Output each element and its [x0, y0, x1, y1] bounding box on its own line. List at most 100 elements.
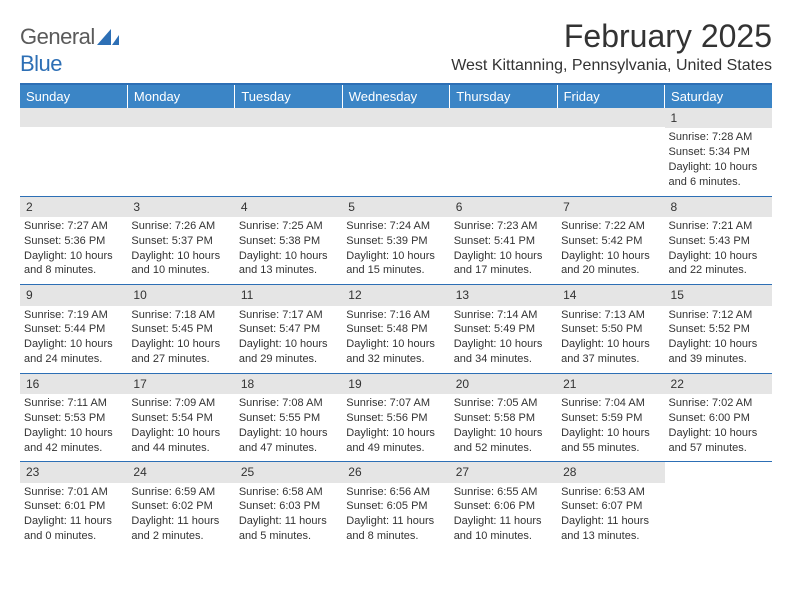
day-number: 3: [127, 197, 234, 217]
day-cell: 14Sunrise: 7:13 AMSunset: 5:50 PMDayligh…: [557, 285, 664, 374]
sunset-text: Sunset: 5:45 PM: [131, 322, 230, 337]
daylight-text: Daylight: 11 hours and 8 minutes.: [346, 514, 445, 544]
sunrise-text: Sunrise: 7:27 AM: [24, 219, 123, 234]
sunrise-text: Sunrise: 6:56 AM: [346, 485, 445, 500]
day-cell: [665, 462, 772, 550]
week-row: 2Sunrise: 7:27 AMSunset: 5:36 PMDaylight…: [20, 196, 772, 285]
sunrise-text: Sunrise: 7:02 AM: [669, 396, 768, 411]
daylight-text: Daylight: 10 hours and 42 minutes.: [24, 426, 123, 456]
sunset-text: Sunset: 6:07 PM: [561, 499, 660, 514]
sunrise-text: Sunrise: 7:28 AM: [669, 130, 768, 145]
sunrise-text: Sunrise: 6:59 AM: [131, 485, 230, 500]
sunrise-text: Sunrise: 6:55 AM: [454, 485, 553, 500]
day-cell: 2 Sunrise: 7:27 AMSunset: 5:36 PMDaylight…: [20, 196, 127, 285]
day-cell: 23Sunrise: 7:01 AMSunset: 6:01 PMDayligh…: [20, 462, 127, 550]
sunrise-text: Sunrise: 7:04 AM: [561, 396, 660, 411]
sunrise-text: Sunrise: 7:16 AM: [346, 308, 445, 323]
day-number: 15: [665, 285, 772, 305]
sunrise-text: Sunrise: 7:11 AM: [24, 396, 123, 411]
day-number: 2: [20, 197, 127, 217]
daylight-text: Daylight: 10 hours and 8 minutes.: [24, 249, 123, 279]
day-number-bar-empty: [557, 108, 664, 127]
logo-sail-icon: [97, 25, 119, 51]
day-cell: 7Sunrise: 7:22 AMSunset: 5:42 PMDaylight…: [557, 196, 664, 285]
day-number: 6: [450, 197, 557, 217]
col-saturday: Saturday: [665, 85, 772, 108]
sunrise-text: Sunrise: 7:07 AM: [346, 396, 445, 411]
sunrise-text: Sunrise: 6:53 AM: [561, 485, 660, 500]
daylight-text: Daylight: 10 hours and 34 minutes.: [454, 337, 553, 367]
sunrise-text: Sunrise: 7:18 AM: [131, 308, 230, 323]
daylight-text: Daylight: 10 hours and 32 minutes.: [346, 337, 445, 367]
day-number: 24: [127, 462, 234, 482]
sunset-text: Sunset: 5:42 PM: [561, 234, 660, 249]
day-number: 5: [342, 197, 449, 217]
daylight-text: Daylight: 10 hours and 52 minutes.: [454, 426, 553, 456]
day-number: 7: [557, 197, 664, 217]
sunset-text: Sunset: 5:38 PM: [239, 234, 338, 249]
daylight-text: Daylight: 10 hours and 49 minutes.: [346, 426, 445, 456]
daylight-text: Daylight: 10 hours and 57 minutes.: [669, 426, 768, 456]
day-cell: 5Sunrise: 7:24 AMSunset: 5:39 PMDaylight…: [342, 196, 449, 285]
day-number: 18: [235, 374, 342, 394]
daylight-text: Daylight: 10 hours and 39 minutes.: [669, 337, 768, 367]
daylight-text: Daylight: 11 hours and 0 minutes.: [24, 514, 123, 544]
col-wednesday: Wednesday: [342, 85, 449, 108]
day-cell: 27Sunrise: 6:55 AMSunset: 6:06 PMDayligh…: [450, 462, 557, 550]
sunrise-text: Sunrise: 7:05 AM: [454, 396, 553, 411]
day-cell: 22Sunrise: 7:02 AMSunset: 6:00 PMDayligh…: [665, 373, 772, 462]
day-number: 8: [665, 197, 772, 217]
daylight-text: Daylight: 10 hours and 17 minutes.: [454, 249, 553, 279]
day-cell: 24Sunrise: 6:59 AMSunset: 6:02 PMDayligh…: [127, 462, 234, 550]
day-number: 19: [342, 374, 449, 394]
week-row: 9Sunrise: 7:19 AMSunset: 5:44 PMDaylight…: [20, 285, 772, 374]
sunset-text: Sunset: 5:36 PM: [24, 234, 123, 249]
daylight-text: Daylight: 10 hours and 10 minutes.: [131, 249, 230, 279]
day-number: 11: [235, 285, 342, 305]
sunrise-text: Sunrise: 7:25 AM: [239, 219, 338, 234]
daylight-text: Daylight: 10 hours and 47 minutes.: [239, 426, 338, 456]
sunset-text: Sunset: 5:54 PM: [131, 411, 230, 426]
sunrise-text: Sunrise: 6:58 AM: [239, 485, 338, 500]
daylight-text: Daylight: 10 hours and 44 minutes.: [131, 426, 230, 456]
daylight-text: Daylight: 10 hours and 27 minutes.: [131, 337, 230, 367]
sunset-text: Sunset: 5:44 PM: [24, 322, 123, 337]
day-number: 28: [557, 462, 664, 482]
day-number: 27: [450, 462, 557, 482]
sunset-text: Sunset: 5:59 PM: [561, 411, 660, 426]
day-number: 17: [127, 374, 234, 394]
calendar-body: 1Sunrise: 7:28 AMSunset: 5:34 PMDaylight…: [20, 108, 772, 550]
day-number-bar-empty: [342, 108, 449, 127]
day-cell: 15Sunrise: 7:12 AMSunset: 5:52 PMDayligh…: [665, 285, 772, 374]
col-sunday: Sunday: [20, 85, 127, 108]
sunset-text: Sunset: 5:34 PM: [669, 145, 768, 160]
day-cell: 26Sunrise: 6:56 AMSunset: 6:05 PMDayligh…: [342, 462, 449, 550]
day-number-bar-empty: [450, 108, 557, 127]
day-number-bar-empty: [235, 108, 342, 127]
day-number: 20: [450, 374, 557, 394]
sunset-text: Sunset: 6:01 PM: [24, 499, 123, 514]
daylight-text: Daylight: 10 hours and 6 minutes.: [669, 160, 768, 190]
day-cell: 12Sunrise: 7:16 AMSunset: 5:48 PMDayligh…: [342, 285, 449, 374]
day-cell: 3Sunrise: 7:26 AMSunset: 5:37 PMDaylight…: [127, 196, 234, 285]
title-block: February 2025 West Kittanning, Pennsylva…: [451, 18, 772, 75]
day-number: 26: [342, 462, 449, 482]
sunrise-text: Sunrise: 7:08 AM: [239, 396, 338, 411]
header: General Blue February 2025 West Kittanni…: [20, 18, 772, 77]
logo: General Blue: [20, 18, 119, 77]
day-number: 16: [20, 374, 127, 394]
week-row: 1Sunrise: 7:28 AMSunset: 5:34 PMDaylight…: [20, 108, 772, 196]
day-cell: [235, 108, 342, 196]
daylight-text: Daylight: 10 hours and 29 minutes.: [239, 337, 338, 367]
daylight-text: Daylight: 10 hours and 13 minutes.: [239, 249, 338, 279]
day-cell: [20, 108, 127, 196]
sunset-text: Sunset: 5:39 PM: [346, 234, 445, 249]
col-tuesday: Tuesday: [235, 85, 342, 108]
day-cell: 18Sunrise: 7:08 AMSunset: 5:55 PMDayligh…: [235, 373, 342, 462]
day-number-bar-empty: [20, 108, 127, 127]
day-cell: 28Sunrise: 6:53 AMSunset: 6:07 PMDayligh…: [557, 462, 664, 550]
day-number: 4: [235, 197, 342, 217]
calendar-table: Sunday Monday Tuesday Wednesday Thursday…: [20, 85, 772, 550]
sunset-text: Sunset: 5:47 PM: [239, 322, 338, 337]
sunrise-text: Sunrise: 7:26 AM: [131, 219, 230, 234]
